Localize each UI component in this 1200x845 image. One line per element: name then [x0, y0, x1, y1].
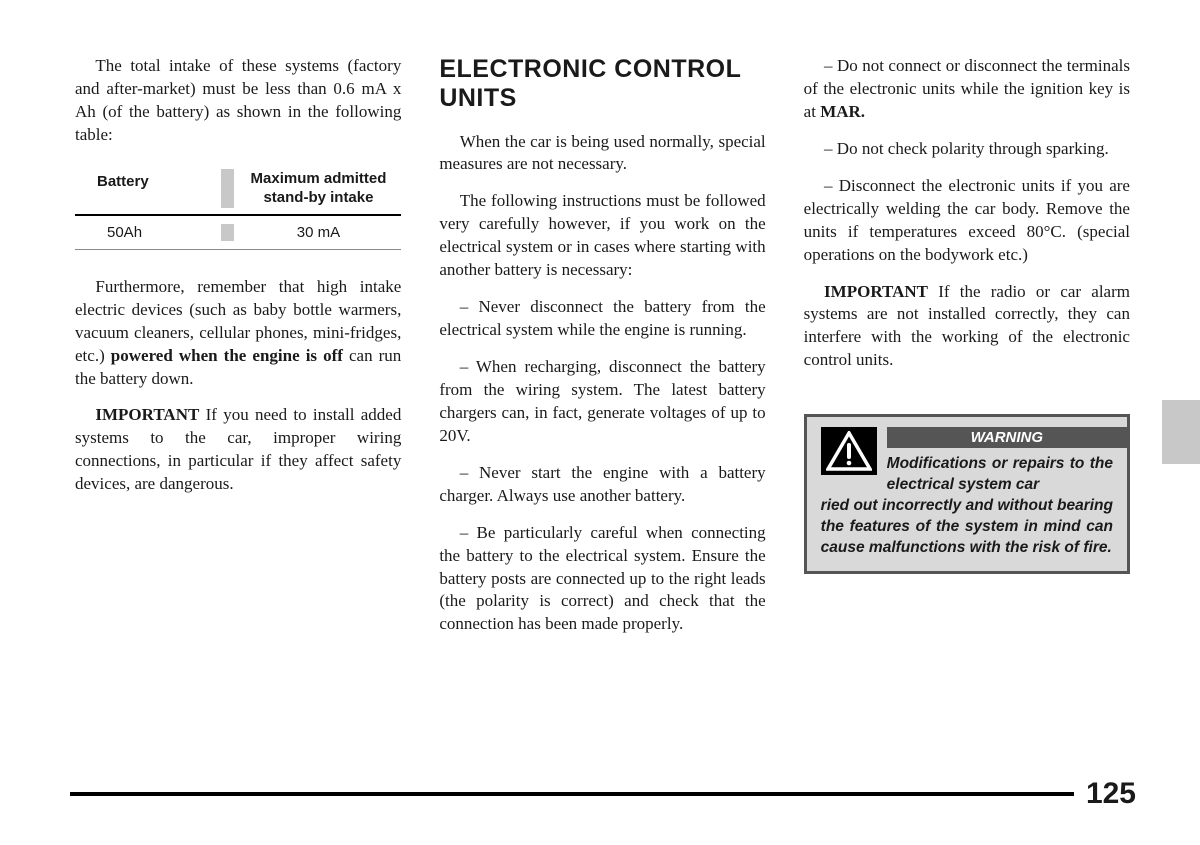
table-header-battery: Battery — [75, 169, 219, 208]
table-cell-battery: 50Ah — [75, 224, 219, 241]
page-number: 125 — [1074, 777, 1136, 811]
intro-paragraph: The total intake of these systems (facto… — [75, 55, 401, 147]
warning-triangle-icon — [821, 427, 877, 475]
list-item: – When recharging, disconnect the batter… — [439, 356, 765, 448]
table-row: 50Ah 30 mA — [75, 216, 401, 250]
warning-text-body: ried out incorrectly and without bearing… — [821, 496, 1113, 559]
table-header-intake: Maximum admitted stand-by intake — [236, 169, 402, 208]
battery-table: Battery Maximum admitted stand-by intake… — [75, 169, 401, 250]
warning-title: WARNING — [887, 427, 1127, 448]
table-header-row: Battery Maximum admitted stand-by intake — [75, 169, 401, 216]
warning-header: WARNING Modifications or repairs to the … — [821, 427, 1113, 496]
column-2: ELECTRONIC CONTROL UNITS When the car is… — [439, 55, 765, 795]
table-cell-intake: 30 mA — [236, 224, 402, 241]
warning-text-start: Modifications or repairs to the electric… — [887, 454, 1113, 496]
important-paragraph: IMPORTANT If the radio or car alarm syst… — [804, 281, 1130, 373]
important-label: IMPORTANT — [95, 405, 199, 424]
page-footer: 125 — [70, 777, 1136, 811]
table-separator — [221, 224, 234, 241]
column-1: The total intake of these systems (facto… — [75, 55, 401, 795]
footer-rule — [70, 792, 1074, 796]
list-item: – Do not check polarity through sparking… — [804, 138, 1130, 161]
column-3: – Do not connect or disconnect the termi… — [804, 55, 1130, 795]
list-item: – Never start the engine with a battery … — [439, 462, 765, 508]
table-separator — [221, 169, 234, 208]
text-bold: powered when the engine is off — [111, 346, 343, 365]
devices-paragraph: Furthermore, remember that high intake e… — [75, 276, 401, 391]
body-paragraph: The following instructions must be follo… — [439, 190, 765, 282]
section-heading: ELECTRONIC CONTROL UNITS — [439, 55, 765, 113]
important-label: IMPORTANT — [824, 282, 928, 301]
important-paragraph: IMPORTANT If you need to install added s… — [75, 404, 401, 496]
list-item: – Be particularly careful when connectin… — [439, 522, 765, 637]
list-item: – Never disconnect the battery from the … — [439, 296, 765, 342]
warning-box: WARNING Modifications or repairs to the … — [804, 414, 1130, 574]
body-paragraph: When the car is being used normally, spe… — [439, 131, 765, 177]
list-item: – Do not connect or disconnect the termi… — [804, 55, 1130, 124]
warning-head-right: WARNING Modifications or repairs to the … — [887, 427, 1113, 496]
list-item: – Disconnect the electronic units if you… — [804, 175, 1130, 267]
page-content: The total intake of these systems (facto… — [0, 0, 1200, 845]
text-bold: MAR. — [820, 102, 865, 121]
section-tab — [1162, 400, 1200, 464]
